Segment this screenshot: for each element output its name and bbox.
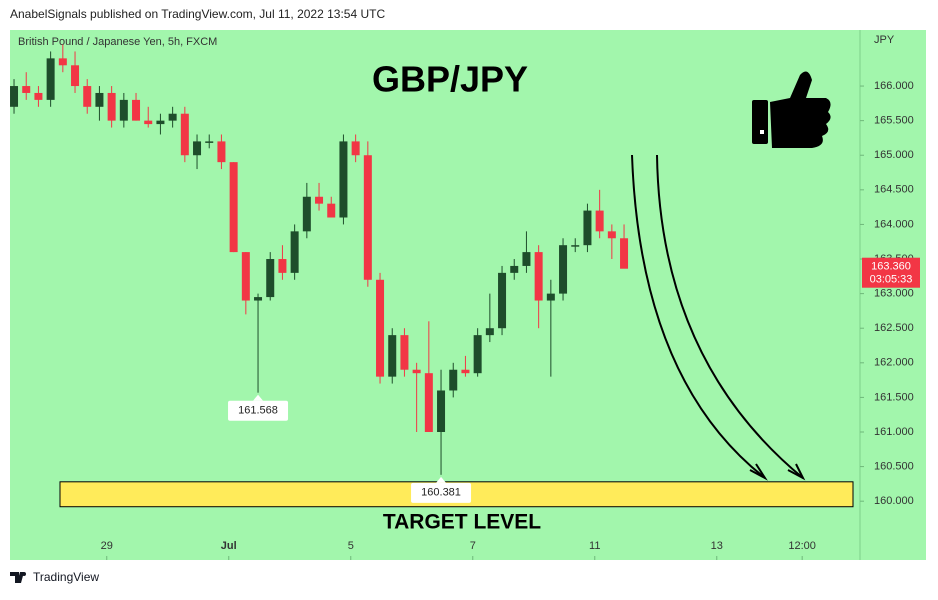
candle-body [437, 390, 446, 432]
extreme-pointer [436, 476, 447, 483]
publisher-header: AnabelSignals published on TradingView.c… [10, 7, 385, 21]
candle-body [620, 238, 629, 269]
candle-body [607, 231, 616, 239]
candle-body [254, 297, 263, 301]
x-tick-label: Jul [221, 540, 237, 552]
extreme-label: 160.381 [421, 487, 461, 499]
candle-body [58, 58, 67, 66]
x-tick-label: 7 [470, 540, 476, 552]
y-tick-label: 161.000 [874, 426, 914, 438]
candle-body [180, 113, 189, 156]
candle-body [522, 252, 531, 266]
extreme-label: 161.568 [238, 405, 278, 417]
candle-body [10, 86, 19, 107]
x-tick-label: 29 [101, 540, 113, 552]
candle-body [388, 335, 397, 377]
y-tick-label: 160.000 [874, 495, 914, 507]
last-price-badge [862, 257, 920, 288]
footer-brand: TradingView [33, 570, 99, 584]
candle-body [229, 162, 238, 253]
candle-body [485, 328, 494, 336]
candle-body [34, 92, 43, 100]
candle-body [400, 335, 409, 370]
candle-body [241, 252, 250, 301]
x-tick-label: 12:00 [788, 540, 816, 552]
candle-body [339, 141, 348, 218]
candle-body [144, 120, 153, 125]
candle-body [461, 369, 470, 374]
y-tick-label: 162.000 [874, 357, 914, 369]
candle-body [449, 369, 458, 391]
candle-body [595, 210, 604, 232]
candle-body [156, 120, 165, 125]
candle-body [83, 86, 92, 107]
candle-body [534, 252, 543, 301]
candle-body [510, 265, 519, 273]
y-tick-label: 165.500 [874, 115, 914, 127]
candle-body [583, 210, 592, 246]
extreme-box [411, 482, 472, 503]
thumbs-up-icon [752, 71, 831, 148]
candle-body [71, 65, 80, 87]
y-tick-label: 164.500 [874, 184, 914, 196]
candle-body [571, 245, 580, 247]
candle-body [278, 259, 287, 273]
y-tick-label: 161.500 [874, 391, 914, 403]
candle-body [412, 369, 421, 374]
candle-body [290, 231, 299, 273]
candle-body [546, 293, 555, 301]
chart-title: GBP/JPY [372, 59, 528, 100]
candle-body [327, 203, 336, 218]
candle-body [424, 373, 433, 432]
y-unit: JPY [874, 34, 895, 46]
candle-body [363, 155, 372, 280]
symbol-legend: British Pound / Japanese Yen, 5h, FXCM [18, 36, 217, 48]
y-tick-label: 160.500 [874, 460, 914, 472]
extreme-box [228, 400, 289, 421]
candle-body [132, 99, 141, 121]
x-tick-label: 5 [348, 540, 354, 552]
candle-body [193, 141, 202, 156]
candle-body [119, 99, 128, 121]
candle-body [473, 335, 482, 374]
candle-body [498, 272, 507, 329]
tradingview-logo [10, 572, 26, 583]
x-tick-label: 11 [589, 540, 600, 552]
candle-body [559, 245, 568, 294]
extreme-pointer [253, 394, 264, 401]
y-tick-label: 163.000 [874, 288, 914, 300]
x-tick-label: 13 [711, 540, 723, 552]
target-label: TARGET LEVEL [383, 510, 541, 533]
forecast-arrows [631, 154, 806, 481]
candle-body [168, 113, 177, 121]
candle-body [107, 92, 116, 121]
candle-body [351, 141, 360, 156]
candle-body [302, 196, 311, 232]
y-tick-label: 164.000 [874, 218, 914, 230]
y-tick-label: 165.000 [874, 149, 914, 161]
last-price-label: 163.360 [871, 261, 911, 273]
y-tick-label: 162.500 [874, 322, 914, 334]
candle-body [22, 86, 31, 93]
candle-body [95, 92, 104, 107]
candle-body [315, 196, 324, 204]
candle-body [266, 259, 275, 298]
candle-body [217, 141, 226, 163]
y-tick-label: 166.000 [874, 80, 914, 92]
candle-body [205, 141, 214, 143]
last-price-countdown: 03:05:33 [870, 274, 913, 286]
candle-body [376, 279, 385, 377]
candle-body [46, 58, 55, 100]
